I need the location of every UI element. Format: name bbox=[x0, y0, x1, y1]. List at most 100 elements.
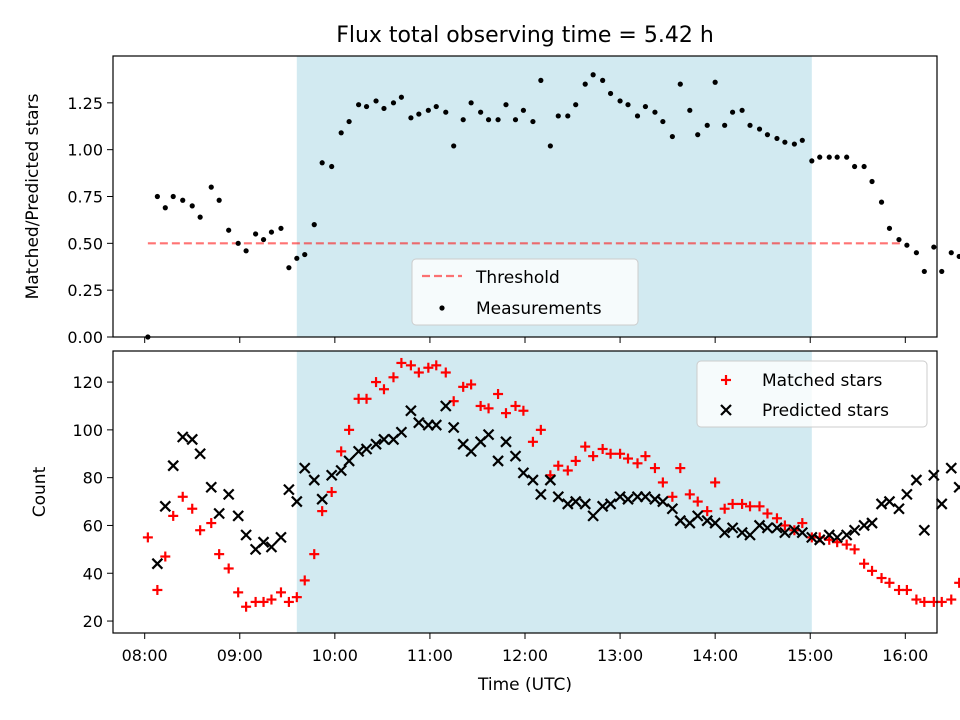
matched-star-marker bbox=[710, 477, 721, 488]
matched-star-marker bbox=[241, 601, 252, 612]
predicted-star-marker bbox=[709, 517, 721, 529]
measurement-point bbox=[791, 141, 797, 147]
measurement-point bbox=[154, 193, 160, 200]
measurement-point bbox=[852, 163, 858, 170]
matched-star-marker bbox=[649, 463, 660, 474]
measurement-point bbox=[695, 132, 701, 138]
measurement-point bbox=[948, 250, 954, 256]
predicted-star-marker bbox=[395, 426, 408, 439]
measurement-point bbox=[844, 154, 850, 160]
measurement-point bbox=[869, 178, 875, 185]
matched-star-marker bbox=[588, 451, 599, 462]
matched-star-marker bbox=[936, 596, 947, 607]
predicted-star-marker bbox=[840, 529, 853, 541]
measurement-point bbox=[565, 113, 571, 119]
legend-matched-label: Matched stars bbox=[762, 371, 882, 391]
predicted-star-marker bbox=[232, 510, 244, 522]
top-ytick-label: 0.50 bbox=[67, 234, 103, 253]
predicted-star-marker bbox=[325, 469, 338, 482]
measurement-point bbox=[799, 137, 805, 143]
matched-star-marker bbox=[946, 594, 957, 605]
predicted-star-marker bbox=[343, 455, 355, 467]
matched-star-marker bbox=[493, 389, 504, 400]
matched-star-marker bbox=[657, 477, 668, 488]
predicted-star-marker bbox=[806, 531, 818, 544]
bottom-xtick-label: 09:00 bbox=[217, 646, 263, 665]
measurement-point bbox=[669, 133, 675, 140]
matched-star-marker bbox=[632, 458, 643, 469]
top-panel: 0.00 0.25 0.50 0.75 1.00 1.25 Matched/Predicte… bbox=[23, 55, 960, 347]
top-ytick-label: 0.75 bbox=[67, 188, 103, 207]
matched-star-marker bbox=[876, 573, 887, 584]
measurement-point bbox=[460, 117, 466, 123]
legend-predicted-label: Predicted stars bbox=[762, 401, 889, 421]
top-ylabel: Matched/Predicted stars bbox=[23, 93, 43, 299]
predicted-star-marker bbox=[691, 510, 704, 522]
measurement-point bbox=[555, 113, 561, 119]
measurement-point bbox=[520, 107, 527, 113]
predicted-star-marker bbox=[701, 514, 714, 527]
measurement-point bbox=[197, 214, 203, 220]
predicted-star-marker bbox=[945, 462, 958, 474]
predicted-star-marker bbox=[858, 519, 870, 532]
matched-star-marker bbox=[841, 539, 852, 550]
matched-star-marker bbox=[518, 405, 529, 416]
bottom-xtick-label: 11:00 bbox=[407, 646, 453, 665]
predicted-star-marker bbox=[736, 526, 748, 539]
bottom-axes-frame bbox=[112, 350, 938, 634]
predicted-star-marker bbox=[298, 462, 311, 474]
bottom-xtick-label: 10:00 bbox=[312, 646, 358, 665]
measurement-point bbox=[208, 184, 214, 190]
predicted-star-marker bbox=[194, 447, 206, 460]
legend-measurement-label: Measurements bbox=[476, 299, 602, 319]
predicted-star-marker bbox=[649, 493, 661, 505]
legend-matched-marker bbox=[721, 375, 731, 385]
measurement-point bbox=[495, 117, 501, 123]
top-ytick-label: 1.25 bbox=[67, 94, 103, 113]
measurement-point bbox=[468, 100, 474, 106]
matched-star-marker bbox=[570, 455, 581, 466]
bottom-xtick-label: 16:00 bbox=[882, 646, 928, 665]
predicted-star-marker bbox=[151, 557, 164, 570]
measurement-point bbox=[408, 115, 414, 121]
matched-star-marker bbox=[500, 408, 511, 419]
predicted-star-marker bbox=[614, 491, 626, 503]
measurement-point bbox=[809, 158, 815, 164]
matched-star-marker bbox=[919, 596, 930, 607]
matched-star-marker bbox=[553, 460, 564, 471]
measurement-point bbox=[329, 163, 335, 170]
measurement-point bbox=[512, 117, 519, 123]
matched-star-marker bbox=[737, 498, 748, 509]
matched-star-marker bbox=[859, 558, 870, 569]
predicted-star-marker bbox=[240, 529, 252, 541]
measurement-point bbox=[573, 102, 579, 108]
matched-star-marker bbox=[667, 491, 678, 502]
bottom-ytick-label: 60 bbox=[83, 516, 103, 535]
measurement-point bbox=[294, 255, 300, 261]
measurement-point bbox=[739, 107, 745, 113]
measurement-point bbox=[216, 197, 222, 203]
bottom-panel: 20 40 60 80 100 120 08:00 09:00 10:00 11:00 12:00 1… bbox=[30, 350, 960, 695]
predicted-star-marker bbox=[848, 524, 861, 537]
predicted-star-marker bbox=[257, 536, 270, 548]
bottom-xlabel: Time (UTC) bbox=[477, 675, 572, 695]
predicted-star-marker bbox=[875, 498, 888, 510]
predicted-star-marker bbox=[771, 522, 783, 534]
matched-star-marker bbox=[527, 436, 538, 447]
matched-star-marker bbox=[344, 424, 355, 435]
matched-star-marker bbox=[309, 549, 320, 560]
measurement-point bbox=[253, 231, 259, 237]
predicted-star-marker bbox=[831, 531, 843, 544]
measurement-point bbox=[756, 126, 763, 132]
predicted-star-marker bbox=[893, 502, 905, 515]
top-axes-frame bbox=[112, 55, 938, 338]
predicted-star-marker bbox=[744, 529, 756, 541]
bottom-xtick-label: 14:00 bbox=[692, 646, 738, 665]
measurement-point bbox=[607, 90, 614, 97]
predicted-star-marker bbox=[535, 488, 547, 501]
measurement-point bbox=[416, 111, 422, 117]
matched-star-marker bbox=[152, 584, 163, 595]
predicted-star-marker bbox=[405, 404, 417, 417]
matched-star-marker bbox=[142, 532, 153, 543]
